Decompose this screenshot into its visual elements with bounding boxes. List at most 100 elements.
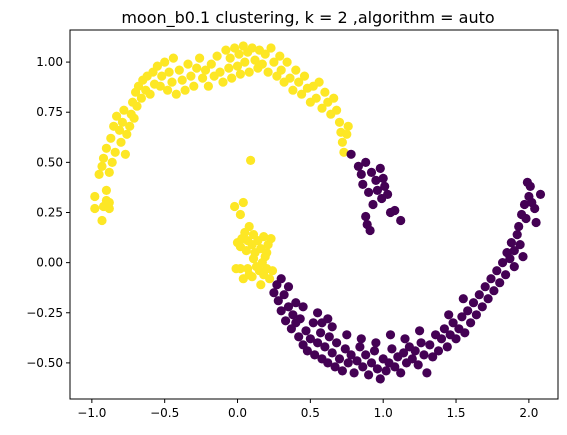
data-point <box>330 362 340 372</box>
data-point <box>337 137 347 147</box>
data-point <box>276 65 286 75</box>
data-point <box>474 290 484 300</box>
data-point <box>132 101 142 111</box>
data-point <box>317 103 327 113</box>
data-point <box>212 51 222 61</box>
data-point <box>269 288 279 298</box>
data-point <box>506 238 516 248</box>
x-axis: −1.0 −0.5 0.0 0.5 1.0 1.5 2.0 <box>77 399 538 420</box>
data-points <box>90 41 546 384</box>
x-tick-label: −0.5 <box>150 406 179 420</box>
x-tick-label: 1.0 <box>374 406 393 420</box>
data-point <box>244 270 254 280</box>
data-point <box>413 360 423 370</box>
data-point <box>101 143 111 153</box>
data-point <box>316 328 326 338</box>
data-point <box>422 368 432 378</box>
data-point <box>380 181 390 191</box>
data-point <box>186 71 196 81</box>
data-point <box>262 248 272 258</box>
data-point <box>466 318 476 328</box>
data-point <box>480 282 490 292</box>
data-point <box>343 358 353 368</box>
data-point <box>361 350 371 360</box>
data-point <box>324 332 334 342</box>
data-point <box>332 105 342 115</box>
data-point <box>356 169 366 179</box>
data-point <box>371 338 381 348</box>
data-point <box>368 199 378 210</box>
data-point <box>114 125 125 135</box>
data-point <box>448 318 458 328</box>
data-point <box>334 354 345 364</box>
data-point <box>477 302 487 312</box>
data-point <box>390 205 400 216</box>
data-point <box>152 61 162 71</box>
data-point <box>288 310 298 320</box>
data-point <box>155 81 165 91</box>
data-point <box>361 211 371 222</box>
data-point <box>238 197 248 208</box>
data-point <box>174 65 184 75</box>
data-point <box>230 201 240 212</box>
data-point <box>283 282 294 292</box>
data-point <box>266 43 276 53</box>
data-point <box>231 264 241 274</box>
data-point <box>320 342 330 352</box>
y-tick-label: −0.25 <box>26 306 63 320</box>
y-tick-label: 0.50 <box>36 155 63 169</box>
data-point <box>240 57 250 67</box>
data-point <box>314 77 324 87</box>
data-point <box>225 53 235 63</box>
data-point <box>90 191 100 202</box>
data-point <box>218 77 228 87</box>
data-point <box>301 326 311 336</box>
data-point <box>416 338 426 348</box>
data-point <box>339 147 349 157</box>
data-point <box>288 85 298 95</box>
data-point <box>276 274 286 284</box>
data-point <box>396 215 406 226</box>
data-point <box>399 348 409 358</box>
y-axis: −0.50 −0.25 0.00 0.25 0.50 0.75 1.00 <box>26 55 70 370</box>
data-point <box>235 209 245 220</box>
data-point <box>346 149 356 159</box>
data-point <box>97 161 107 171</box>
data-point <box>129 113 139 123</box>
data-point <box>112 111 122 121</box>
data-point <box>390 362 400 372</box>
data-point <box>400 334 410 344</box>
x-tick-label: 2.0 <box>519 406 538 420</box>
data-point <box>329 93 339 103</box>
data-point <box>498 258 508 268</box>
data-point <box>235 69 245 79</box>
data-point <box>530 203 540 214</box>
data-point <box>311 93 321 103</box>
data-point <box>232 61 243 71</box>
data-point <box>257 258 267 268</box>
data-point <box>167 77 177 87</box>
data-point <box>177 75 187 85</box>
y-tick-label: −0.50 <box>26 356 63 370</box>
data-point <box>419 350 429 360</box>
data-point <box>97 215 107 226</box>
data-point <box>285 73 295 83</box>
data-point <box>257 59 267 69</box>
data-point <box>444 310 454 320</box>
data-point <box>263 67 273 77</box>
data-point <box>378 173 388 183</box>
data-point <box>327 348 337 358</box>
data-point <box>101 185 111 195</box>
data-point <box>364 370 374 380</box>
data-point <box>250 55 260 65</box>
data-point <box>439 324 449 334</box>
data-point <box>343 121 353 131</box>
data-point <box>308 318 318 328</box>
data-point <box>518 252 528 262</box>
data-point <box>145 89 155 99</box>
data-point <box>189 81 199 91</box>
chart-title: moon_b0.1 clustering, k = 2 ,algorithm =… <box>121 8 494 28</box>
data-point <box>297 89 307 99</box>
data-point <box>310 350 320 360</box>
